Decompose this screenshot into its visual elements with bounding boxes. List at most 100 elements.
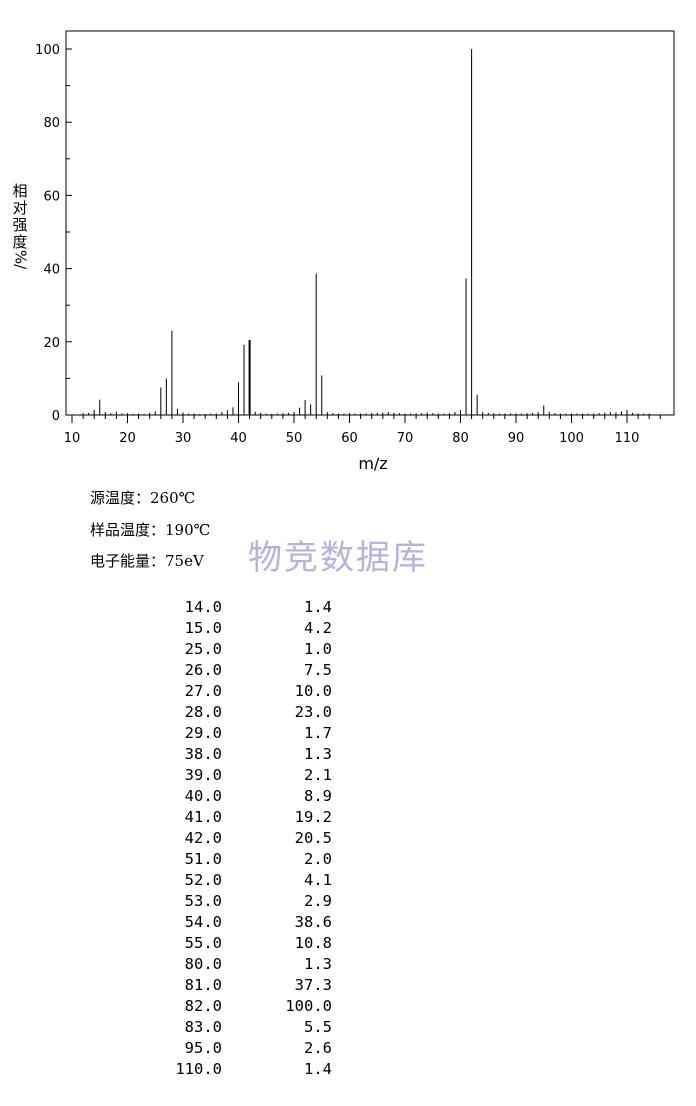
y-tick-label: 60 [43,189,60,204]
peak-row: 15.0 4.2 [150,618,332,639]
peak-mz: 15.0 [184,619,222,637]
peak-row: 41.0 19.2 [150,807,332,828]
peak-intensity: 1.3 [304,745,332,763]
x-tick-label: 60 [341,431,358,446]
y-axis-title: 相 对 强 度 %/ [10,182,30,270]
x-tick-label: 110 [615,431,640,446]
watermark: 物竞数据库 [248,538,428,578]
mass-spectrum-chart: 10 20 30 40 50 60 70 80 90 100 110 0 20 40 60 80 100 m/… [35,30,675,473]
peak-row: 29.0 1.7 [150,723,332,744]
peak-intensity: 8.9 [304,787,332,805]
peak-mz: 26.0 [184,661,222,679]
y-axis-title-char: 度 [12,233,28,251]
peak-intensity: 1.7 [304,724,332,742]
peak-intensity: 37.3 [294,976,332,994]
source-temperature-value: 260℃ [150,489,196,507]
peak-mz: 55.0 [184,934,222,952]
peak-mz: 83.0 [184,1018,222,1036]
peak-mz: 80.0 [184,955,222,973]
peak-row: 25.0 1.0 [150,639,332,660]
peak-row: 53.0 2.9 [150,891,332,912]
peak-intensity: 1.4 [304,1060,332,1078]
x-tick-label: 50 [286,431,303,446]
x-tick-label: 70 [397,431,414,446]
y-axis-ticks: 0 20 40 60 80 100 [35,43,72,424]
electron-energy-value: 75eV [165,552,204,570]
y-tick-label: 0 [52,409,60,424]
peak-intensity: 2.1 [304,766,332,784]
x-tick-label: 30 [175,431,192,446]
peak-mz: 51.0 [184,850,222,868]
sample-temperature-label: 样品温度： [90,521,166,539]
peak-mz: 14.0 [184,598,222,616]
peak-intensity: 1.3 [304,955,332,973]
spectrum-bars [82,49,650,415]
source-temperature: 源温度：260℃ [90,487,195,508]
peak-row: 81.0 37.3 [150,975,332,996]
peak-row: 39.0 2.1 [150,765,332,786]
peak-mz: 52.0 [184,871,222,889]
peak-row: 95.0 2.6 [150,1038,332,1059]
peak-mz: 42.0 [184,829,222,847]
peak-mz: 28.0 [184,703,222,721]
peak-intensity: 7.5 [304,661,332,679]
peak-mz: 25.0 [184,640,222,658]
x-tick-label: 10 [64,431,81,446]
y-axis-title-char: %/ [11,249,30,270]
peak-intensity: 2.6 [304,1039,332,1057]
peak-mz: 54.0 [184,913,222,931]
peak-intensity: 5.5 [304,1018,332,1036]
peak-row: 54.0 38.6 [150,912,332,933]
peak-intensity: 19.2 [294,808,332,826]
peak-row: 52.0 4.1 [150,870,332,891]
peak-mz: 82.0 [184,997,222,1015]
peak-row: 42.0 20.5 [150,828,332,849]
peak-intensity: 2.0 [304,850,332,868]
peak-mz: 38.0 [184,745,222,763]
peak-intensity: 1.0 [304,640,332,658]
x-tick-label: 80 [452,431,469,446]
peak-intensity: 1.4 [304,598,332,616]
peak-row: 51.0 2.0 [150,849,332,870]
peak-row: 83.0 5.5 [150,1017,332,1038]
peak-row: 55.0 10.8 [150,933,332,954]
x-tick-label: 100 [559,431,584,446]
electron-energy-label: 电子能量： [90,552,166,570]
peak-mz: 39.0 [184,766,222,784]
peak-mz: 81.0 [184,976,222,994]
peak-intensity: 20.5 [294,829,332,847]
peak-row: 27.0 10.0 [150,681,332,702]
peak-row: 38.0 1.3 [150,744,332,765]
y-axis-title-char: 对 [12,199,28,217]
peak-intensity: 10.0 [294,682,332,700]
x-tick-label: 90 [508,431,525,446]
x-tick-label: 40 [230,431,247,446]
y-tick-label: 40 [43,263,60,278]
peak-mz: 27.0 [184,682,222,700]
x-axis-ticks: 10 20 30 40 50 60 70 80 90 100 110 [64,415,661,446]
peak-intensity: 4.1 [304,871,332,889]
y-tick-label: 20 [43,336,60,351]
peak-table: 14.0 1.4 15.0 4.2 25.0 1.0 26.0 7.5 27.0 10.0 28.0… [150,597,332,1080]
peak-intensity: 4.2 [304,619,332,637]
peak-row: 80.0 1.3 [150,954,332,975]
peak-intensity: 23.0 [294,703,332,721]
x-axis-title: m/z [358,454,387,473]
peak-row: 28.0 23.0 [150,702,332,723]
peak-intensity: 10.8 [294,934,332,952]
peak-mz: 40.0 [184,787,222,805]
peak-mz: 29.0 [184,724,222,742]
sample-temperature: 样品温度：190℃ [90,519,210,540]
sample-temperature-value: 190℃ [165,521,211,539]
y-tick-label: 80 [43,116,60,131]
peak-mz: 41.0 [184,808,222,826]
y-axis-title-char: 相 [12,182,28,200]
peak-row: 82.0 100.0 [150,996,332,1017]
x-tick-label: 20 [119,431,136,446]
plot-frame [65,30,675,416]
peak-row: 14.0 1.4 [150,597,332,618]
y-tick-label: 100 [35,43,60,58]
electron-energy: 电子能量：75eV [90,550,204,571]
peak-row: 40.0 8.9 [150,786,332,807]
peak-mz: 95.0 [184,1039,222,1057]
